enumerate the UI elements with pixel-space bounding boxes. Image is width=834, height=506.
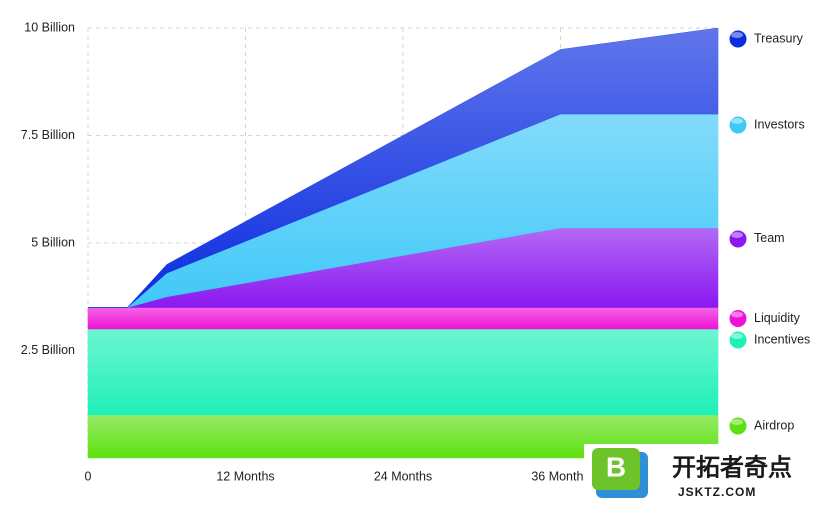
y-tick-label: 10 Billion [24, 20, 75, 34]
y-tick-label: 2.5 Billion [21, 343, 75, 357]
area-shine [88, 415, 718, 458]
watermark-logo [592, 448, 640, 490]
x-tick-label: 36 Months [531, 469, 589, 483]
legend-swatch-shine [731, 333, 743, 339]
legend-swatch-shine [731, 118, 743, 124]
legend-swatch [728, 29, 748, 49]
areas [87, 27, 719, 459]
legend-swatch-shine [731, 32, 743, 38]
x-tick-label: 24 Months [374, 469, 432, 483]
area-shine [88, 307, 718, 329]
legend-label: Investors [754, 117, 805, 131]
watermark-title: 开拓者奇点 [672, 453, 792, 481]
labels: 2.5 Billion 5 Billion 7.5 Billion 10 Billio… [21, 20, 810, 483]
area-shine [88, 114, 718, 308]
legend-swatch [728, 309, 748, 328]
y-tick-label: 7.5 Billion [21, 128, 75, 142]
legend-label: Liquidity [754, 311, 801, 325]
legend-swatch-shine [731, 311, 743, 318]
x-tick-label: 0 [85, 469, 92, 483]
legend-swatch [728, 416, 748, 436]
legend-swatch [728, 330, 748, 350]
legend-swatch [728, 229, 748, 249]
legend-label: Treasury [754, 31, 804, 45]
y-tick-label: 5 Billion [31, 235, 75, 249]
x-tick-label: 12 Months [216, 469, 274, 483]
legend-label: Incentives [754, 332, 810, 346]
legend-swatch [728, 115, 748, 135]
watermark: B 开拓者奇点 JSKTZ.COM [584, 444, 834, 506]
area-shine [88, 329, 718, 415]
area-shine [88, 28, 718, 308]
legend-swatch-shine [731, 419, 743, 425]
watermark-logo-text: B [606, 451, 626, 482]
legend-label: Team [754, 231, 785, 245]
watermark-url: JSKTZ.COM [678, 485, 756, 499]
legend-swatch-shine [731, 231, 743, 238]
legend-label: Airdrop [754, 418, 794, 432]
area-shine [88, 228, 718, 308]
